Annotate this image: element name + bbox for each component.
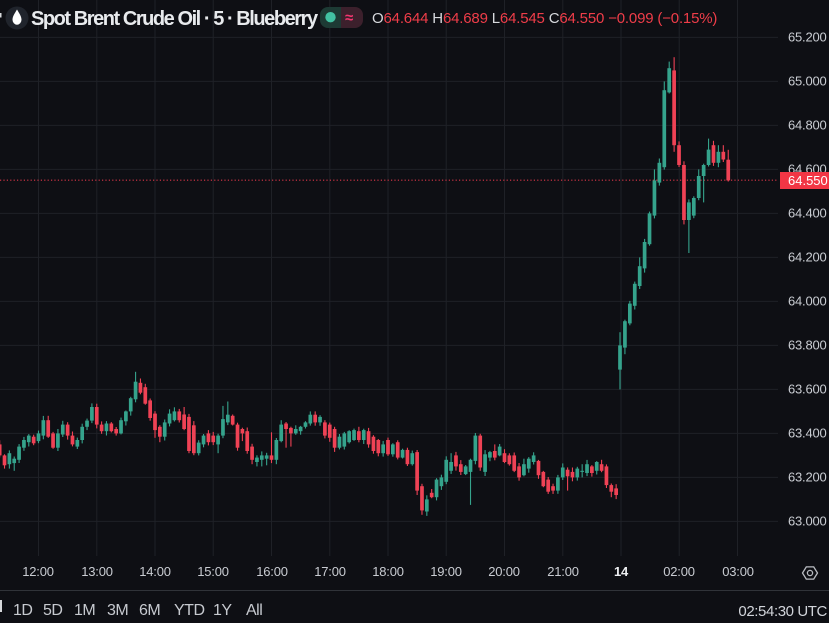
svg-text:≈: ≈ — [345, 10, 353, 27]
